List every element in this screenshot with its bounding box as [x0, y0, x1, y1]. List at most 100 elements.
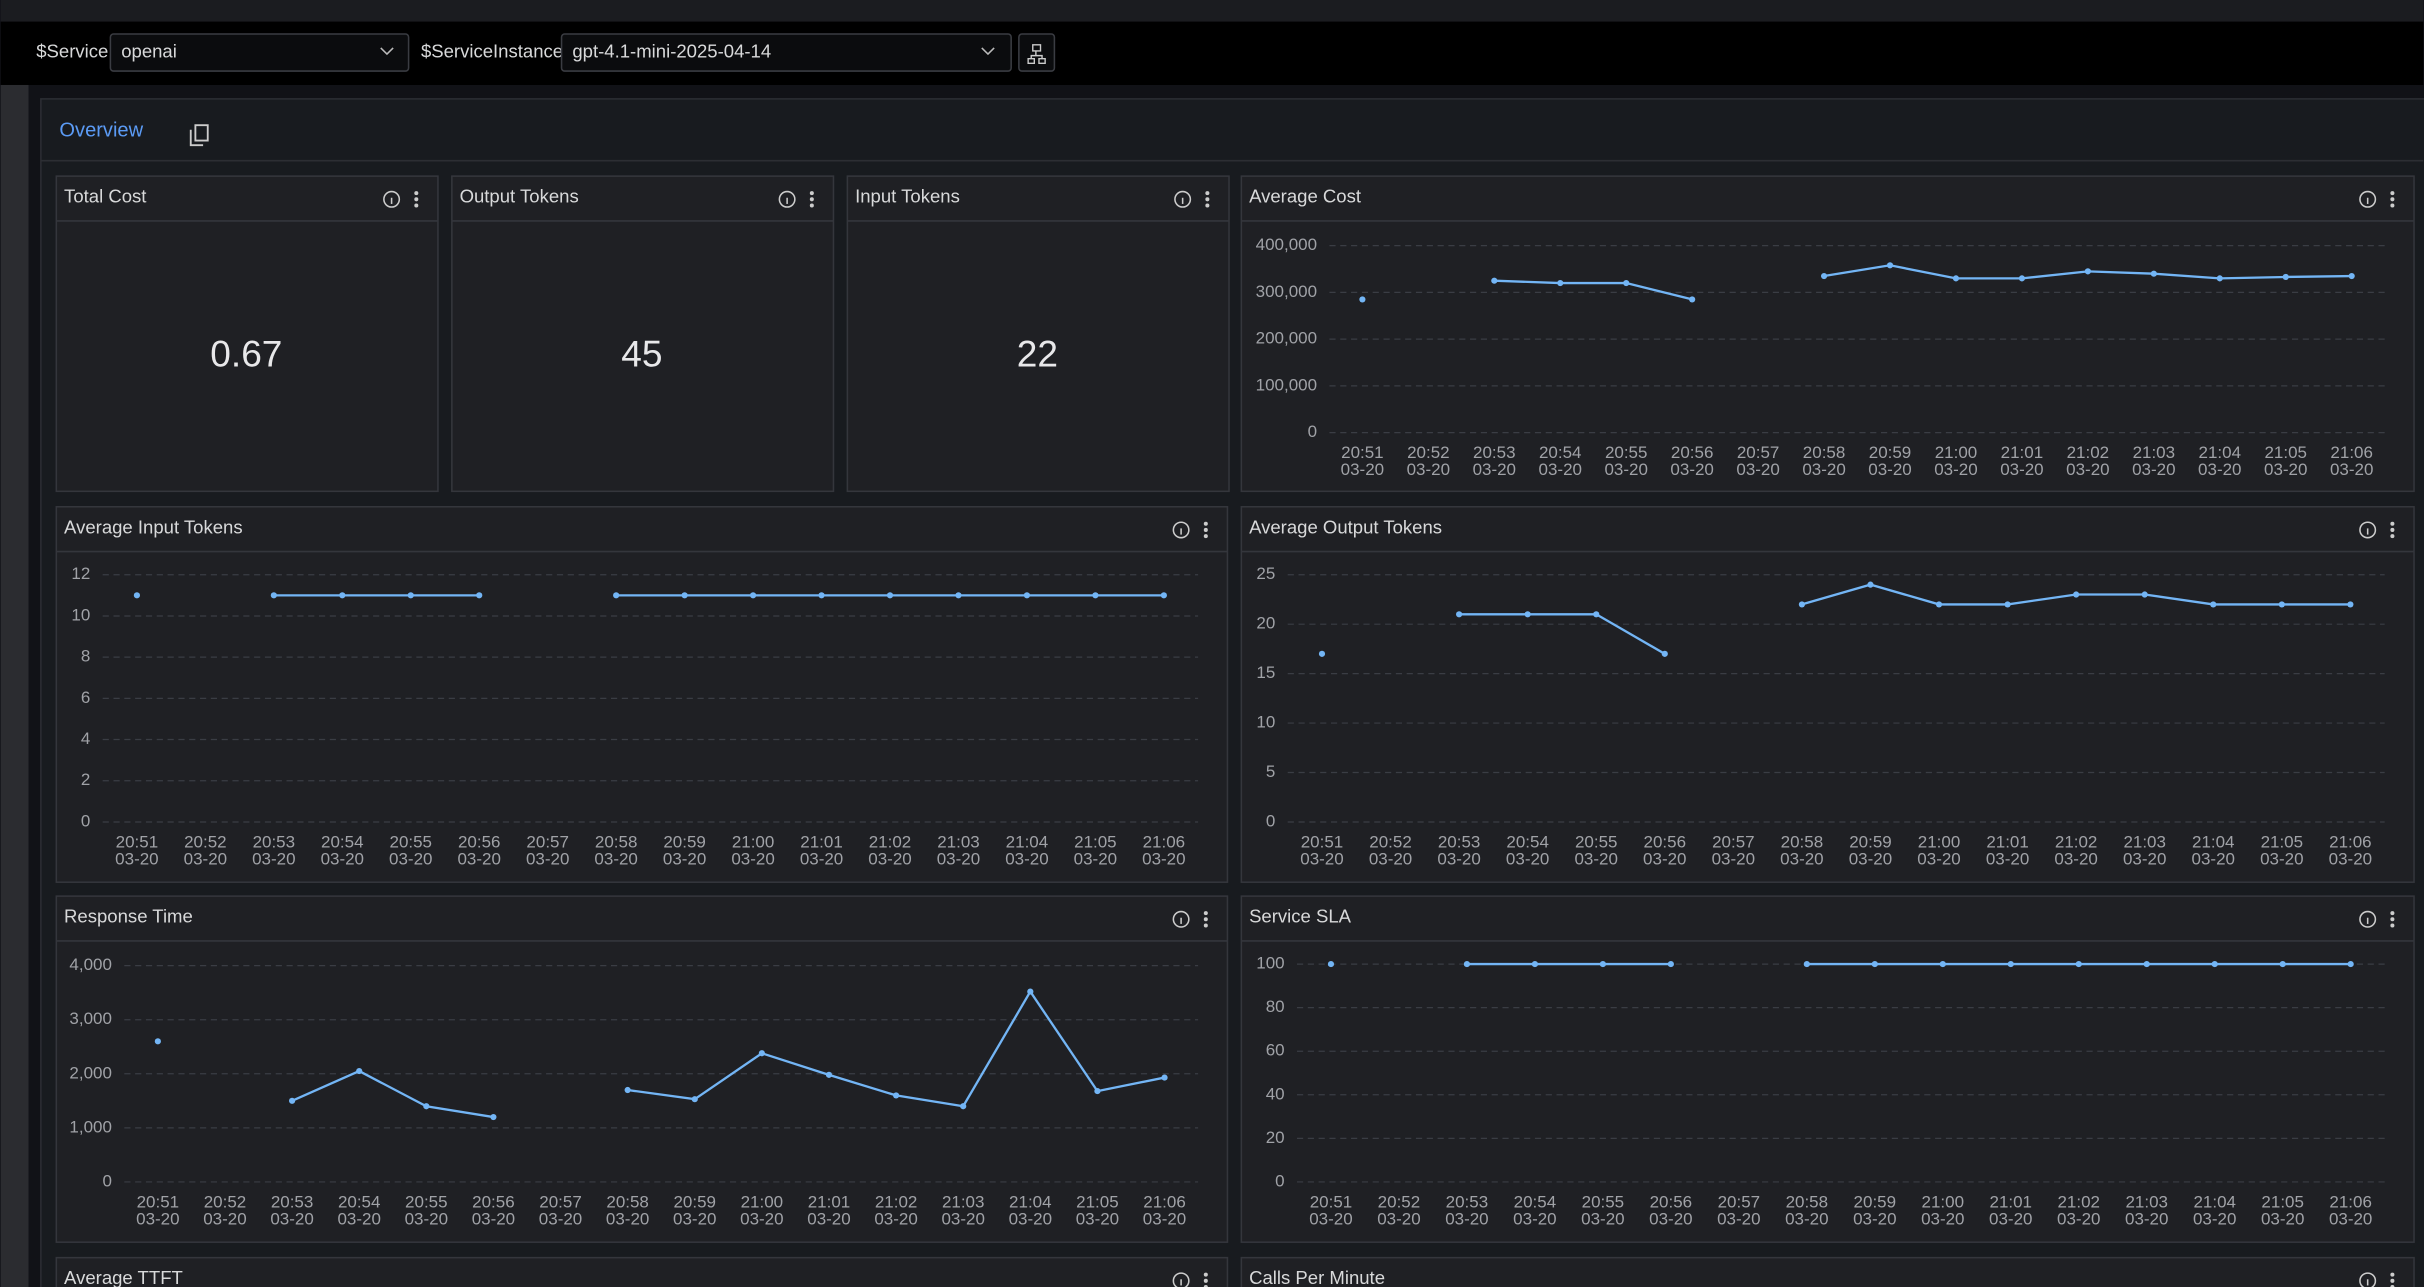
- menu-dot[interactable]: [414, 197, 418, 201]
- menu-dot[interactable]: [1204, 923, 1208, 927]
- x-tick-label: 21:0003-20: [731, 833, 774, 869]
- tab[interactable]: Overview: [59, 120, 143, 142]
- menu-dot[interactable]: [810, 197, 814, 201]
- menu-dot[interactable]: [1205, 191, 1209, 195]
- point: [2019, 275, 2025, 281]
- menu-dot[interactable]: [1205, 197, 1209, 201]
- x-tick-label: 21:0103-20: [807, 1193, 850, 1229]
- point: [2280, 961, 2286, 967]
- x-tick-line: 03-20: [458, 850, 501, 869]
- x-tick-line: 03-20: [389, 850, 432, 869]
- point: [818, 592, 824, 598]
- point: [476, 592, 482, 598]
- menu-dot[interactable]: [2390, 197, 2394, 201]
- x-tick-label: 20:5903-20: [673, 1193, 716, 1229]
- y-tick-label: 20: [1266, 1128, 1285, 1147]
- y-tick-label: 10: [1256, 713, 1275, 732]
- menu-dot[interactable]: [810, 191, 814, 195]
- menu-dot[interactable]: [1204, 911, 1208, 915]
- x-tick-label: 20:5203-20: [1407, 444, 1450, 480]
- x-tick-line: 03-20: [1986, 850, 2029, 869]
- x-tick-label: 20:5703-20: [1712, 833, 1755, 869]
- menu-dot[interactable]: [2390, 534, 2394, 538]
- menu-dot[interactable]: [1204, 522, 1208, 526]
- x-tick-line: 03-20: [1539, 461, 1582, 480]
- menu-dot[interactable]: [2390, 1273, 2394, 1277]
- point: [2212, 961, 2218, 967]
- menu-dot[interactable]: [2390, 191, 2394, 195]
- point: [2348, 961, 2354, 967]
- panel: [56, 1258, 1227, 1287]
- menu-dot[interactable]: [810, 203, 814, 207]
- point: [1799, 601, 1805, 607]
- point: [1027, 989, 1033, 995]
- x-tick-label: 20:5903-20: [1849, 833, 1892, 869]
- x-tick-label: 20:5203-20: [184, 833, 227, 869]
- x-tick-label: 21:0203-20: [874, 1193, 917, 1229]
- x-tick-line: 03-20: [1802, 461, 1845, 480]
- point: [1161, 592, 1167, 598]
- menu-dot[interactable]: [2390, 911, 2394, 915]
- menu-dot[interactable]: [2390, 1279, 2394, 1283]
- x-tick-label: 20:5903-20: [1853, 1193, 1896, 1229]
- x-tick-label: 20:5403-20: [321, 833, 364, 869]
- point: [1662, 651, 1668, 657]
- menu-dot[interactable]: [2390, 203, 2394, 207]
- menu-dot[interactable]: [1204, 1273, 1208, 1277]
- menu-dot[interactable]: [2390, 528, 2394, 532]
- x-tick-line: 03-20: [941, 1210, 984, 1229]
- panel-title: Output Tokens: [460, 186, 579, 207]
- menu-dot[interactable]: [414, 203, 418, 207]
- menu-dot[interactable]: [2390, 522, 2394, 526]
- y-tick-label: 15: [1256, 663, 1275, 682]
- point: [1525, 611, 1531, 617]
- point: [960, 1103, 966, 1109]
- point: [625, 1087, 631, 1093]
- x-tick-line: 03-20: [1785, 1210, 1828, 1229]
- point: [2008, 961, 2014, 967]
- point: [955, 592, 961, 598]
- x-tick-line: 03-20: [2123, 850, 2166, 869]
- y-tick-label: 0: [102, 1171, 111, 1190]
- menu-dot[interactable]: [1205, 203, 1209, 207]
- x-tick-label: 20:5103-20: [136, 1193, 179, 1229]
- point: [1359, 296, 1365, 302]
- x-tick-label: 21:0403-20: [2198, 444, 2241, 480]
- x-tick-line: 03-20: [2261, 1210, 2304, 1229]
- panel-title: Response Time: [64, 906, 193, 927]
- menu-dot[interactable]: [414, 191, 418, 195]
- panel-title: Total Cost: [64, 186, 147, 207]
- x-tick-line: 03-20: [1005, 850, 1048, 869]
- x-tick-line: 03-20: [1309, 1210, 1352, 1229]
- y-tick-label: 40: [1266, 1084, 1285, 1103]
- x-tick-label: 20:5903-20: [663, 833, 706, 869]
- point: [1094, 1088, 1100, 1094]
- menu-dot[interactable]: [2390, 917, 2394, 921]
- x-tick-line: 03-20: [1445, 1210, 1488, 1229]
- point: [1532, 961, 1538, 967]
- x-tick-label: 20:5803-20: [1785, 1193, 1828, 1229]
- menu-dot[interactable]: [1204, 917, 1208, 921]
- point: [1821, 273, 1827, 279]
- y-tick-label: 60: [1266, 1041, 1285, 1060]
- y-tick-label: 8: [81, 647, 90, 666]
- topology-button[interactable]: [1019, 34, 1055, 71]
- y-tick-label: 100: [1256, 954, 1284, 973]
- x-tick-line: 03-20: [1437, 850, 1480, 869]
- x-tick-label: 20:5403-20: [1506, 833, 1549, 869]
- x-tick-line: 03-20: [526, 850, 569, 869]
- menu-dot[interactable]: [2390, 923, 2394, 927]
- point: [682, 592, 688, 598]
- x-tick-line: 03-20: [740, 1210, 783, 1229]
- x-tick-label: 20:5603-20: [458, 833, 501, 869]
- x-tick-label: 20:5103-20: [1309, 1193, 1352, 1229]
- x-tick-label: 20:5403-20: [1513, 1193, 1556, 1229]
- menu-dot[interactable]: [1204, 1279, 1208, 1283]
- point: [1623, 280, 1629, 286]
- menu-dot[interactable]: [1204, 534, 1208, 538]
- x-tick-label: 21:0503-20: [1074, 833, 1117, 869]
- x-tick-line: 03-20: [1989, 1210, 2032, 1229]
- x-tick-line: 03-20: [2330, 461, 2373, 480]
- menu-dot[interactable]: [1204, 528, 1208, 532]
- point: [759, 1050, 765, 1056]
